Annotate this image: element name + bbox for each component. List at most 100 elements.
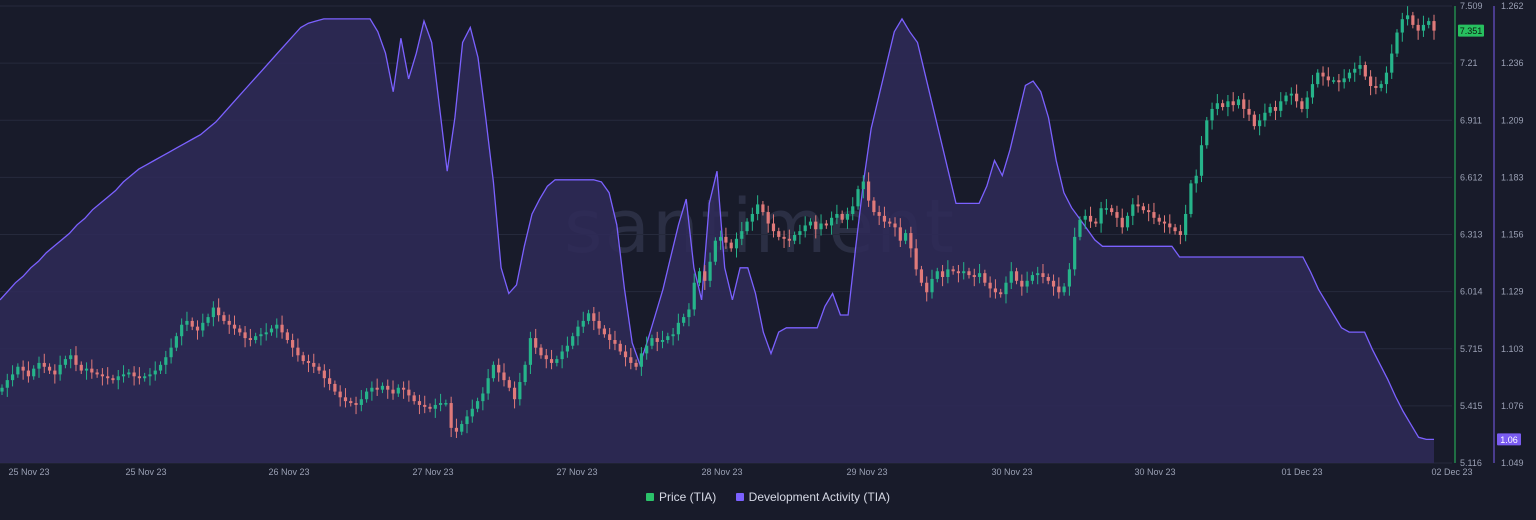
price-legend-swatch (645, 493, 654, 501)
price-candle (449, 403, 453, 428)
price-candle (5, 380, 9, 388)
price-candle (1152, 212, 1156, 218)
price-candle (1157, 217, 1161, 222)
price-candle (988, 282, 992, 289)
price-candle (655, 338, 659, 342)
price-candle (412, 395, 416, 402)
dev-last-badge-label: 1.06 (1500, 435, 1518, 445)
price-candle (1263, 112, 1267, 121)
price-candle (53, 370, 57, 375)
price-candle (787, 238, 791, 241)
price-candle (771, 223, 776, 232)
price-candle (608, 334, 612, 341)
price-candle (1062, 286, 1066, 293)
price-candle (143, 376, 147, 379)
price-candle (1067, 269, 1071, 287)
price-candle (264, 332, 268, 335)
price-candle (1390, 53, 1394, 73)
price-candle (1432, 21, 1436, 31)
price-candle (1147, 210, 1151, 213)
price-candle (851, 206, 855, 214)
price-candle (1273, 107, 1278, 111)
legend-dev-activity[interactable]: Development Activity (TIA) (735, 490, 890, 504)
price-candle (338, 391, 342, 398)
price-candle (676, 322, 680, 335)
price-axis-tick: 5.715 (1460, 344, 1483, 354)
price-candle (1136, 204, 1140, 207)
legend-price-label: Price (TIA) (658, 490, 717, 504)
price-candle (1221, 103, 1225, 108)
price-candle (893, 223, 897, 228)
price-candle (1094, 221, 1098, 224)
price-candle (454, 427, 459, 432)
price-candle (153, 370, 157, 375)
price-candle (1258, 120, 1262, 127)
price-candle (544, 355, 548, 360)
price-candle (1284, 95, 1288, 102)
x-axis-tick: 28 Nov 23 (701, 467, 742, 477)
price-candle (26, 370, 31, 377)
price-candle (248, 338, 252, 341)
legend-price[interactable]: Price (TIA) (645, 490, 717, 504)
price-candle (866, 181, 871, 201)
price-candle (977, 273, 982, 277)
price-candle (671, 334, 675, 337)
price-candle (132, 372, 136, 377)
price-candle (803, 225, 807, 232)
price-candle (1104, 208, 1108, 210)
price-candle (465, 416, 469, 425)
price-candle (1395, 32, 1399, 54)
price-candle (16, 366, 20, 375)
price-candle (1173, 227, 1177, 232)
x-axis-tick: 30 Nov 23 (991, 467, 1032, 477)
x-axis-tick: 01 Dec 23 (1281, 467, 1322, 477)
price-candle (613, 340, 617, 344)
price-candle (1120, 217, 1124, 228)
price-candle (708, 261, 712, 281)
price-candle (650, 338, 654, 346)
dev-axis-tick: 1.049 (1501, 458, 1524, 468)
price-candle (1073, 236, 1077, 270)
dev-axis-tick: 1.076 (1501, 401, 1524, 411)
price-candle (682, 317, 686, 323)
price-candle (1379, 84, 1383, 88)
x-axis-tick: 26 Nov 23 (268, 467, 309, 477)
price-candle (819, 223, 823, 230)
price-candle (824, 223, 828, 226)
price-candle (750, 213, 754, 222)
price-candle (1326, 76, 1330, 81)
price-candle (502, 372, 506, 381)
price-candle (417, 401, 422, 405)
price-candle (1411, 15, 1415, 25)
price-candle (1279, 101, 1283, 111)
price-axis-tick: 6.014 (1460, 287, 1483, 297)
price-candle (914, 248, 918, 270)
dev-activity-legend-swatch (735, 493, 744, 501)
price-candle (301, 355, 305, 362)
price-candle (687, 309, 691, 318)
price-candle (909, 233, 913, 249)
price-axis-tick: 6.612 (1460, 172, 1483, 182)
price-candle (169, 347, 173, 358)
price-candle (386, 385, 390, 390)
price-candle (1421, 24, 1426, 31)
price-candle (602, 328, 606, 335)
price-candle (365, 391, 369, 400)
price-candle (1131, 204, 1135, 216)
price-candle (63, 359, 68, 365)
dev-axis-tick: 1.209 (1501, 115, 1524, 125)
price-candle (872, 200, 876, 213)
price-candle (79, 364, 83, 371)
price-candle (888, 221, 892, 224)
price-candle (766, 212, 770, 224)
price-candle (983, 273, 987, 283)
price-axis-tick: 5.116 (1460, 458, 1482, 468)
x-axis-tick: 02 Dec 23 (1431, 467, 1472, 477)
price-candle (423, 404, 427, 407)
price-candle (882, 215, 887, 222)
price-candle (58, 364, 62, 375)
price-candle (507, 380, 511, 388)
price-candle (396, 387, 400, 394)
price-candle (90, 368, 94, 373)
price-candle (243, 332, 247, 339)
